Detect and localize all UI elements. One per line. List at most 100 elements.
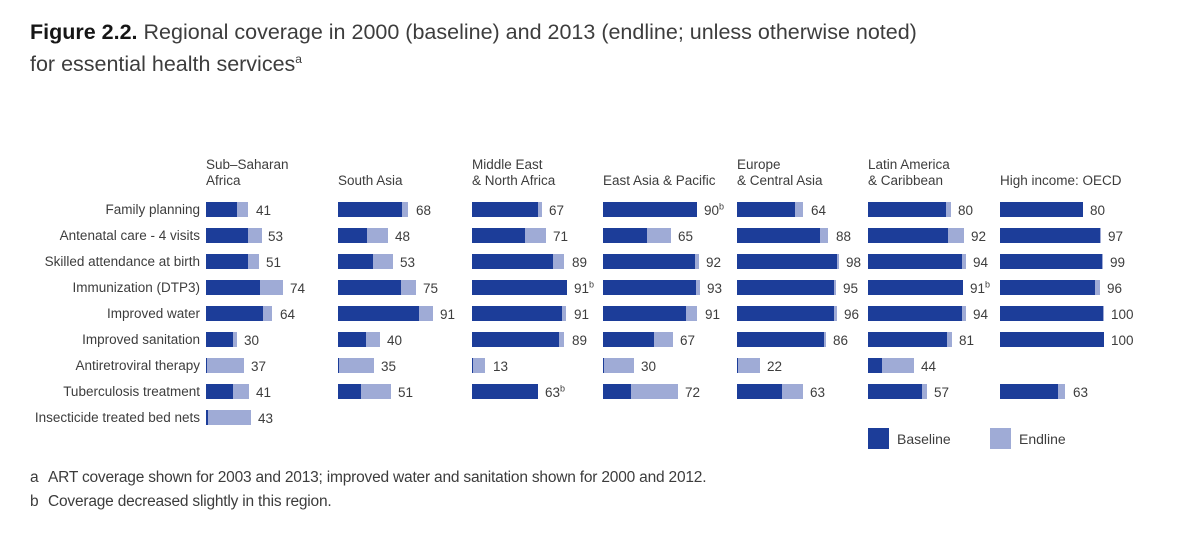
bar-value: 93 (707, 281, 723, 296)
bar-value: 97 (1108, 229, 1124, 244)
bar-endline-segment (339, 358, 374, 373)
bar-endline-segment (402, 202, 408, 217)
bar-value-footnote-marker: b (560, 383, 566, 394)
bar-value: 63 (810, 385, 826, 400)
bar-endline-segment (538, 202, 542, 217)
bar-endline-segment (820, 228, 828, 243)
region-header: Sub–Saharan Africa (206, 157, 289, 188)
bar-baseline-segment (868, 202, 946, 217)
bar-baseline-segment (737, 332, 824, 347)
bar-endline-segment (946, 202, 951, 217)
bar-baseline-segment (737, 358, 738, 373)
region-header: High income: OECD (1000, 173, 1122, 189)
bar-endline-segment (553, 254, 564, 269)
bar-endline-segment (882, 358, 914, 373)
bar-baseline-segment (868, 254, 962, 269)
bar-baseline-segment (338, 202, 402, 217)
bar-value: 99 (1110, 255, 1126, 270)
legend-baseline-swatch (868, 428, 889, 449)
bar-value: 48 (395, 229, 411, 244)
bar-value: 89 (572, 333, 588, 348)
bar-endline-segment (922, 384, 927, 399)
bar-baseline-segment (868, 358, 882, 373)
bar-endline-segment (525, 228, 546, 243)
bar-value: 71 (553, 229, 569, 244)
region-header-line: & North Africa (472, 172, 556, 188)
service-label: Improved sanitation (82, 332, 200, 347)
bar-baseline-segment (1000, 202, 1083, 217)
bar-baseline-segment (472, 202, 538, 217)
region-header-line: High income: OECD (1000, 172, 1122, 188)
region-header-line: Middle East (472, 157, 543, 172)
bar-baseline-segment (868, 228, 948, 243)
footnote-a: a ART coverage shown for 2003 and 2013; i… (30, 469, 707, 487)
bar-baseline-segment (603, 306, 686, 321)
bar-value: 41 (256, 203, 272, 218)
bar-baseline-segment (868, 384, 922, 399)
bar-endline-segment (686, 306, 697, 321)
bar-value: 64 (811, 203, 827, 218)
bar-baseline-segment (206, 332, 233, 347)
bar-value: 30 (641, 359, 657, 374)
bar-value: 67 (680, 333, 696, 348)
footnote-a-letter: a (30, 469, 39, 486)
bar-endline-segment (248, 228, 262, 243)
bar-value: 100 (1111, 333, 1134, 348)
region-header: Latin America & Caribbean (868, 157, 950, 188)
footnote-b: b Coverage decreased slightly in this reg… (30, 493, 332, 511)
bar-endline-segment (1103, 306, 1104, 321)
bar-baseline-segment (206, 254, 248, 269)
bar-value: 67 (549, 203, 565, 218)
bar-baseline-segment (472, 280, 567, 295)
bar-value: 96 (1107, 281, 1123, 296)
bar-value: 89 (572, 255, 588, 270)
bar-value: 80 (1090, 203, 1106, 218)
bar-endline-segment (233, 332, 237, 347)
bar-value: 91 (705, 307, 721, 322)
bar-value: 80 (958, 203, 974, 218)
bar-endline-segment (782, 384, 803, 399)
bar-baseline-segment (737, 202, 795, 217)
bar-endline-segment (795, 202, 803, 217)
bar-baseline-segment (868, 306, 962, 321)
figure-title-footnote-marker: a (295, 52, 302, 66)
bar-endline-segment (401, 280, 416, 295)
bar-baseline-segment (338, 358, 339, 373)
bar-endline-segment (654, 332, 673, 347)
bar-baseline-segment (472, 332, 559, 347)
bar-baseline-segment (472, 306, 562, 321)
bar-baseline-segment (472, 358, 473, 373)
bar-baseline-segment (1000, 332, 1104, 347)
bar-value: 75 (423, 281, 439, 296)
bar-baseline-segment (1000, 384, 1058, 399)
service-label: Antiretroviral therapy (75, 358, 200, 373)
bar-value: 53 (400, 255, 416, 270)
bar-baseline-segment (206, 358, 207, 373)
bar-value: 63b (545, 383, 566, 400)
bar-endline-segment (1102, 254, 1103, 269)
bar-value-footnote-marker: b (985, 279, 991, 290)
bar-baseline-segment (206, 228, 248, 243)
bar-endline-segment (947, 332, 952, 347)
bar-endline-segment (631, 384, 678, 399)
service-label: Improved water (106, 306, 200, 321)
bar-endline-segment (834, 306, 837, 321)
bar-value: 94 (973, 255, 989, 270)
bar-value: 72 (685, 385, 701, 400)
bar-endline-segment (1095, 280, 1100, 295)
bar-value: 91 (440, 307, 456, 322)
bar-baseline-segment (206, 410, 208, 425)
bar-endline-segment (207, 358, 244, 373)
bar-baseline-segment (472, 228, 525, 243)
bar-value: 64 (280, 307, 296, 322)
region-header: South Asia (338, 173, 403, 189)
bar-baseline-segment (603, 202, 697, 217)
service-label: Tuberculosis treatment (63, 384, 200, 399)
region-header-line: & Central Asia (737, 172, 823, 188)
figure-title-line2: for essential health services (30, 52, 296, 77)
region-header-line: Latin America (868, 157, 950, 172)
bar-endline-segment (248, 254, 259, 269)
bar-value: 94 (973, 307, 989, 322)
bar-endline-segment (837, 254, 839, 269)
bar-value: 68 (416, 203, 432, 218)
